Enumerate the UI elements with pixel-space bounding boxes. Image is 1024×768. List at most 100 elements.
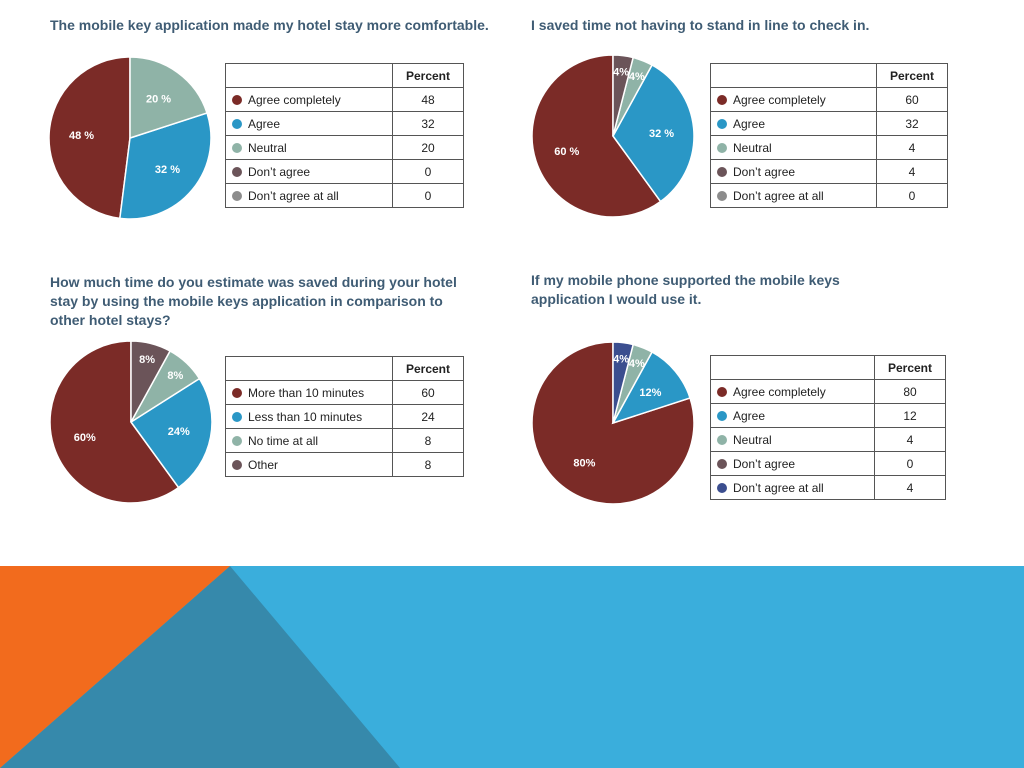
slice-label: 12% — [639, 387, 661, 399]
table-row: Agree 32 — [225, 111, 464, 136]
category-cell: Don’t agree — [710, 451, 875, 476]
legend-swatch-icon — [232, 118, 242, 129]
table-row: Neutral 20 — [225, 135, 464, 160]
category-cell: Agree — [225, 111, 393, 136]
category-cell: Don’t agree — [225, 159, 393, 184]
header-percent: Percent — [392, 356, 464, 381]
percent-value: 24 — [392, 404, 464, 429]
slice-label: 80% — [573, 457, 595, 469]
legend-swatch-icon — [717, 142, 727, 153]
header-blank — [225, 356, 393, 381]
category-cell: Neutral — [225, 135, 393, 160]
table-row: Don’t agree at all 0 — [710, 183, 948, 208]
table-header-row: Percent — [225, 356, 464, 381]
table-row: Agree completely 80 — [710, 379, 946, 404]
footer-teal-triangle — [0, 566, 400, 768]
pie-slice — [49, 340, 180, 504]
legend-swatch-icon — [717, 410, 727, 421]
legend-swatch-icon — [717, 386, 727, 397]
percent-value: 32 — [392, 111, 464, 136]
legend-swatch-icon — [232, 94, 242, 105]
pie-chart: 80% 12% 4%4% — [531, 341, 695, 505]
legend-swatch-icon — [717, 166, 727, 177]
category-label: Agree — [733, 116, 766, 131]
category-label: Neutral — [248, 140, 287, 155]
category-label: Agree completely — [733, 92, 826, 107]
pie-slice — [48, 56, 131, 220]
legend-swatch-icon — [717, 94, 727, 105]
header-blank — [225, 63, 393, 88]
table-row: Agree 32 — [710, 111, 948, 136]
legend-swatch-icon — [717, 458, 727, 469]
percent-value: 60 — [392, 380, 464, 405]
category-label: Don’t agree — [733, 456, 796, 471]
category-label: Agree — [248, 116, 281, 131]
category-cell: Don’t agree at all — [710, 475, 875, 500]
pie-slice — [611, 351, 691, 425]
percent-value: 4 — [876, 135, 948, 160]
percent-value: 4 — [874, 427, 946, 452]
table-row: Less than 10 minutes 24 — [225, 404, 464, 429]
percent-value: 20 — [392, 135, 464, 160]
category-label: Don’t agree at all — [248, 188, 339, 203]
category-cell: Agree — [710, 111, 877, 136]
slice-label: 60% — [74, 432, 96, 444]
legend-swatch-icon — [717, 190, 727, 201]
category-label: Agree completely — [733, 384, 826, 399]
footer-orange-triangle — [0, 566, 230, 768]
table-row: Don’t agree at all 0 — [225, 183, 464, 208]
data-table: Percent Agree completely 48 Agree 32 Neutral 2… — [225, 63, 464, 208]
table-row: Don’t agree 0 — [710, 451, 946, 476]
legend-swatch-icon — [717, 434, 727, 445]
legend-swatch-icon — [232, 459, 242, 470]
pie-slice — [129, 377, 213, 489]
table-row: No time at all 8 — [225, 428, 464, 453]
table-header-row: Percent — [225, 63, 464, 88]
category-label: No time at all — [248, 433, 319, 448]
legend-swatch-icon — [232, 411, 242, 422]
category-cell: Neutral — [710, 427, 875, 452]
slice-label: 4% — [629, 358, 645, 370]
percent-value: 8 — [392, 428, 464, 453]
header-percent: Percent — [392, 63, 464, 88]
percent-value: 4 — [876, 159, 948, 184]
percent-value: 60 — [876, 87, 948, 112]
table-row: Don’t agree 4 — [710, 159, 948, 184]
table-row: More than 10 minutes 60 — [225, 380, 464, 405]
category-label: Don’t agree at all — [733, 480, 824, 495]
pie-slice — [129, 56, 208, 140]
pie-slice — [119, 112, 212, 220]
table-row: Other 8 — [225, 452, 464, 477]
percent-value: 0 — [874, 451, 946, 476]
pie-slice — [531, 54, 662, 218]
percent-value: 0 — [392, 183, 464, 208]
category-label: Neutral — [733, 432, 772, 447]
percent-value: 0 — [392, 159, 464, 184]
percent-value: 48 — [392, 87, 464, 112]
category-label: Agree completely — [248, 92, 341, 107]
slice-label: 24% — [168, 426, 190, 438]
slice-label: 8% — [139, 354, 155, 366]
table-row: Don’t agree at all 4 — [710, 475, 946, 500]
table-row: Agree completely 60 — [710, 87, 948, 112]
legend-swatch-icon — [232, 387, 242, 398]
category-cell: Agree completely — [710, 379, 875, 404]
category-label: Agree — [733, 408, 766, 423]
percent-value: 0 — [876, 183, 948, 208]
table-row: Agree 12 — [710, 403, 946, 428]
table-header-row: Percent — [710, 63, 948, 88]
legend-swatch-icon — [232, 166, 242, 177]
percent-value: 32 — [876, 111, 948, 136]
percent-value: 80 — [874, 379, 946, 404]
slice-label: 4% — [613, 67, 629, 79]
category-label: Other — [248, 457, 279, 472]
category-cell: No time at all — [225, 428, 393, 453]
category-cell: Don’t agree — [710, 159, 877, 184]
category-cell: Don’t agree at all — [710, 183, 877, 208]
data-table: Percent More than 10 minutes 60 Less than 1… — [225, 356, 464, 477]
slice-label: 8% — [167, 370, 183, 382]
category-cell: Agree — [710, 403, 875, 428]
legend-swatch-icon — [717, 118, 727, 129]
table-row: Don’t agree 0 — [225, 159, 464, 184]
pie-slice — [130, 340, 172, 423]
